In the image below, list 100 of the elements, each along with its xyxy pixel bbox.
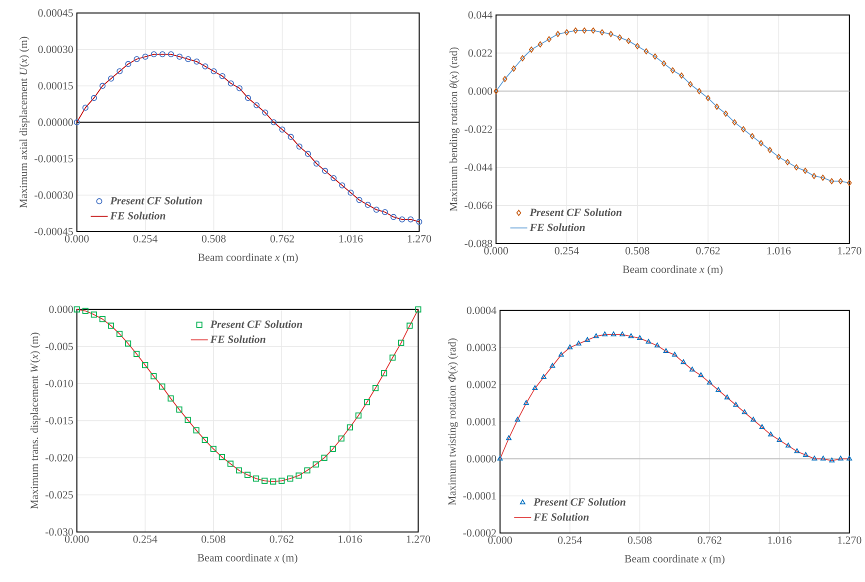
point	[767, 147, 772, 154]
y-tick-label: -0.088	[464, 240, 492, 248]
point	[321, 454, 328, 461]
legend-label: FE Solution	[210, 335, 266, 344]
point	[670, 67, 676, 74]
point	[108, 76, 114, 82]
point	[602, 332, 608, 336]
point	[116, 68, 123, 74]
point	[142, 54, 148, 60]
point	[330, 446, 336, 452]
x-tick-label: 1.016	[339, 235, 363, 243]
x-tick-label: 1.016	[767, 247, 791, 255]
x-tick-label: 1.270	[838, 536, 862, 544]
x-tick-label: 0.508	[202, 536, 226, 543]
point	[99, 82, 106, 89]
point	[176, 54, 183, 60]
point	[698, 372, 704, 378]
point	[538, 41, 543, 48]
point	[372, 385, 379, 392]
point	[716, 387, 722, 392]
y-tick-label: -0.010	[46, 380, 73, 388]
point	[724, 394, 730, 400]
y-tick-label: 0.022	[468, 49, 492, 57]
point	[262, 110, 268, 116]
y-tick-label: 0.044	[468, 11, 492, 19]
point	[270, 119, 277, 126]
point	[355, 412, 362, 419]
point	[150, 373, 157, 380]
y-tick-label: -0.00015	[34, 155, 73, 162]
point	[312, 461, 319, 468]
point	[219, 73, 226, 80]
point	[304, 467, 310, 474]
point	[750, 133, 755, 140]
point	[541, 374, 546, 379]
point	[193, 427, 200, 434]
y-tick-label: -0.00030	[34, 191, 73, 199]
y-axis-title: Maximum bending rotation θ(x) (rad)	[449, 48, 460, 212]
point	[339, 182, 346, 189]
point	[661, 60, 666, 67]
point	[520, 55, 525, 62]
point	[338, 436, 344, 442]
point	[524, 400, 529, 405]
point	[497, 456, 503, 461]
point	[558, 352, 564, 357]
y-tick-label: -0.066	[464, 202, 492, 210]
y-tick-label: 0.000	[468, 88, 492, 95]
point	[502, 76, 508, 82]
point	[176, 406, 182, 413]
point	[742, 409, 748, 414]
point	[723, 110, 728, 117]
point	[511, 66, 516, 72]
y-tick-label: 0.0003	[466, 344, 496, 352]
point	[584, 337, 590, 342]
point	[689, 366, 695, 372]
y-axis-title: Maximum trans. displacement W(x) (m)	[30, 332, 40, 509]
x-tick-label: 0.254	[133, 235, 158, 243]
point	[236, 467, 242, 474]
point	[399, 216, 406, 223]
legend-label: FE Solution	[530, 223, 585, 232]
point	[732, 119, 737, 126]
point	[228, 80, 234, 87]
point	[829, 458, 835, 462]
point	[494, 88, 498, 94]
point	[74, 306, 80, 313]
point	[706, 380, 712, 385]
point	[322, 168, 328, 174]
point	[628, 333, 634, 338]
point	[550, 363, 556, 368]
point	[125, 61, 132, 68]
point	[184, 416, 191, 424]
point	[680, 359, 686, 364]
point	[564, 29, 570, 36]
point	[555, 31, 560, 38]
point	[134, 350, 140, 358]
point	[210, 446, 216, 452]
point	[406, 322, 413, 329]
point	[785, 159, 790, 166]
point	[758, 140, 764, 146]
point	[254, 102, 260, 108]
point	[244, 472, 251, 478]
x-tick-label: 0.254	[133, 536, 158, 543]
y-tick-label: -0.005	[46, 342, 73, 350]
point	[348, 190, 354, 196]
point	[150, 51, 157, 58]
point	[608, 31, 614, 38]
point	[706, 95, 710, 102]
point	[573, 28, 578, 34]
x-tick-label: 0.000	[64, 235, 89, 243]
point	[759, 424, 765, 430]
point	[567, 344, 573, 350]
legend-label: Present CF Solution	[534, 498, 626, 506]
point	[278, 478, 285, 484]
point	[838, 178, 843, 184]
point	[330, 175, 337, 182]
point	[373, 206, 380, 213]
point	[514, 416, 520, 422]
point	[576, 340, 582, 346]
point	[528, 46, 534, 53]
point	[313, 160, 320, 167]
point	[168, 395, 174, 402]
